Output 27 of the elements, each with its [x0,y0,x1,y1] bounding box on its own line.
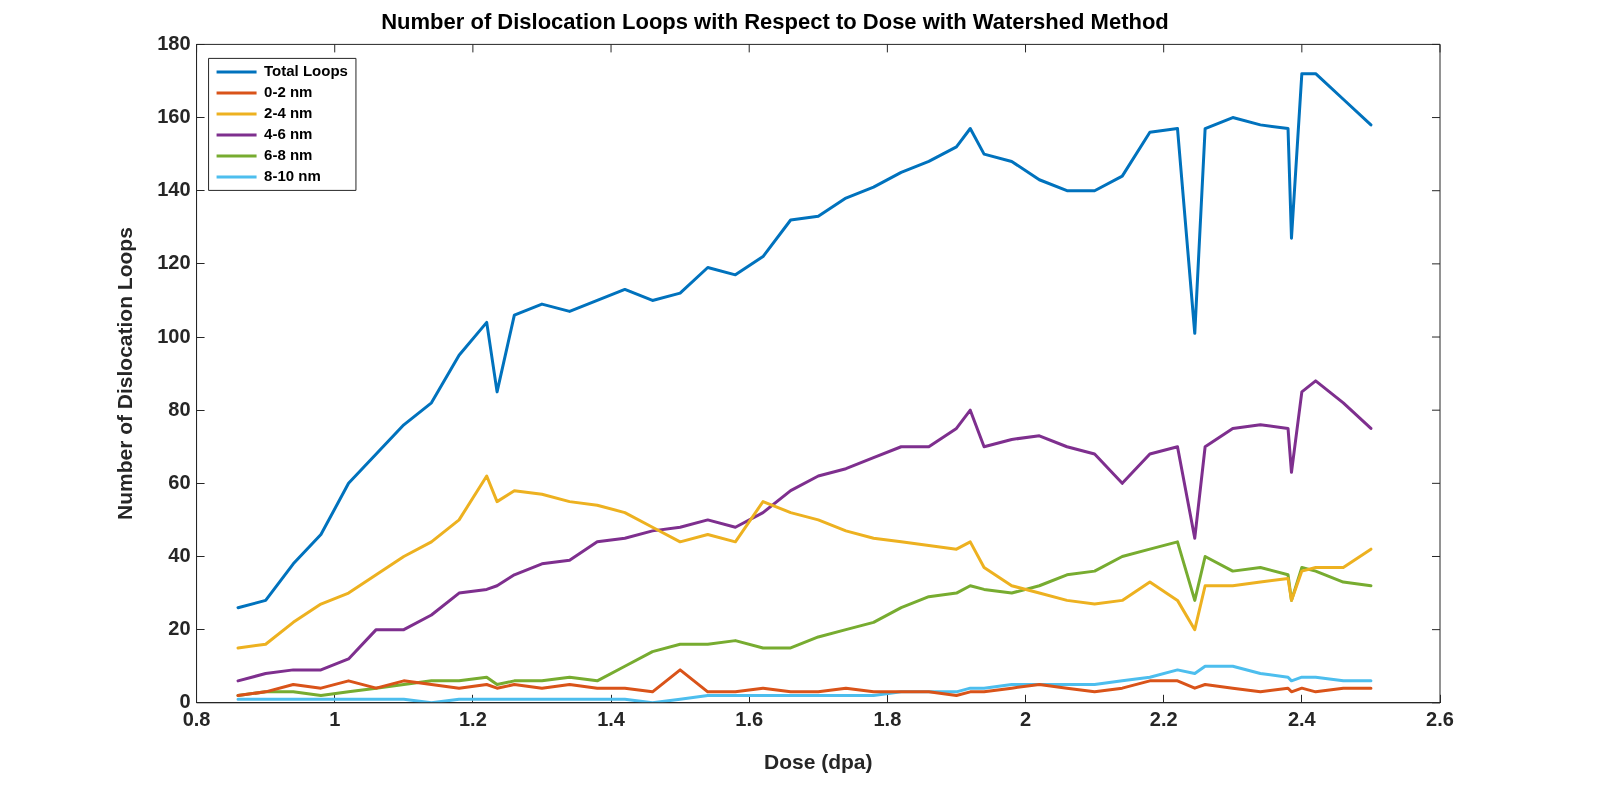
x-axis-title: Dose (dpa) [764,750,873,774]
legend-label: 0-2 nm [264,83,313,101]
y-tick-label: 180 [157,31,191,54]
x-tick-label: 1 [329,708,341,731]
y-tick-label: 140 [157,178,191,201]
x-tick-label: 2.4 [1287,708,1317,731]
x-tick-label: 1.4 [597,708,626,731]
x-tick-label: 2.2 [1149,708,1178,731]
chart-title: Number of Dislocation Loops with Respect to Dose with Watershed Method [381,9,1169,35]
y-tick-label: 100 [157,324,191,347]
y-tick-label: 80 [168,397,191,420]
y-axis-title: Number of Dislocation Loops [113,227,137,521]
legend-label: Total Loops [264,62,348,80]
y-tick-label: 20 [168,617,191,640]
legend-label: 6-8 nm [264,146,313,164]
x-tick-label: 1.6 [735,708,764,731]
y-tick-label: 160 [157,105,191,128]
legend-label: 4-6 nm [264,125,313,143]
legend-label: 8-10 nm [264,167,321,185]
y-tick-label: 40 [168,544,191,566]
y-tick-label: 60 [168,470,191,493]
x-tick-label: 2 [1019,708,1032,731]
x-tick-label: 2.6 [1426,708,1454,731]
y-tick-label: 120 [157,251,191,274]
x-tick-label: 1.8 [873,708,902,731]
legend-label: 2-4 nm [264,104,313,122]
x-tick-label: 1.2 [458,708,487,731]
